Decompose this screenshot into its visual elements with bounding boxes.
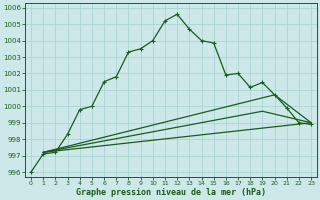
X-axis label: Graphe pression niveau de la mer (hPa): Graphe pression niveau de la mer (hPa) xyxy=(76,188,266,197)
